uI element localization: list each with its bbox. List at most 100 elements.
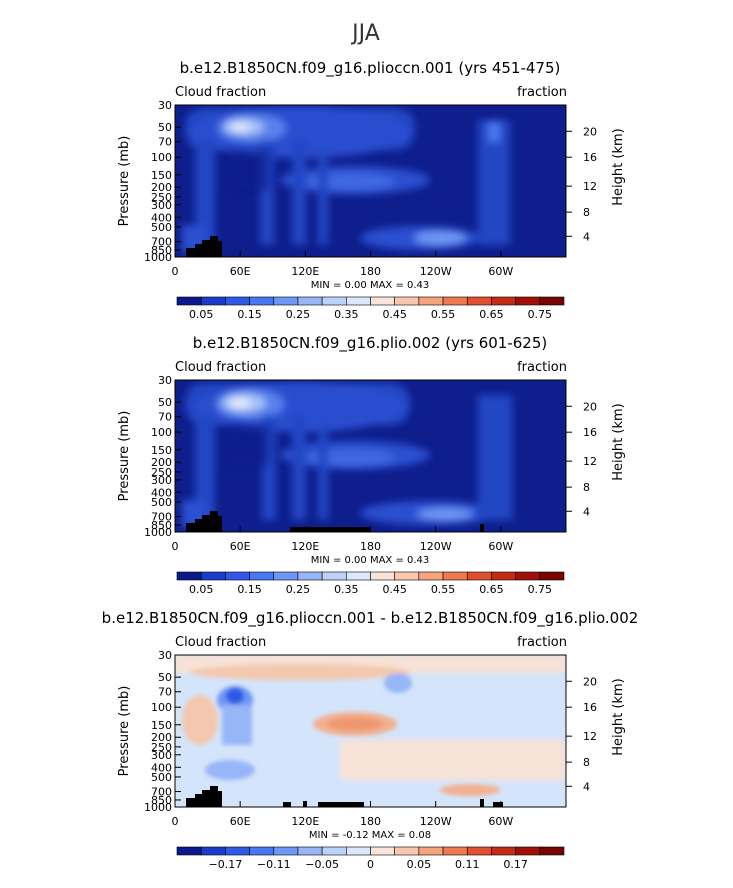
colorbar-swatch: [346, 296, 371, 306]
x-tick-label: 0: [172, 540, 179, 553]
pressure-tick-label: 100: [151, 151, 172, 164]
x-tick-label: 0: [172, 265, 179, 278]
colorbar-swatch: [418, 571, 444, 581]
colorbar-swatch: [273, 846, 299, 856]
colorbar-swatch: [418, 846, 444, 856]
colorbar-swatch: [466, 296, 492, 306]
pressure-tick-label: 250: [151, 741, 172, 754]
pressure-tick-label: 700: [151, 786, 172, 799]
panel-2-minmax: MIN = 0.00 MAX = 0.43: [311, 555, 430, 566]
colorbar-label: 0.17: [503, 858, 528, 871]
colorbar-swatch: [539, 846, 565, 856]
height-tick-label: 12: [583, 730, 597, 743]
x-tick-label: 60W: [488, 540, 513, 553]
panel-2-field: [175, 380, 566, 532]
x-tick-label: 120E: [291, 815, 319, 828]
panel-1-field: [175, 105, 566, 257]
pressure-tick-label: 150: [151, 169, 172, 182]
pressure-tick-label: 100: [151, 426, 172, 439]
panel-2-title: b.e12.B1850CN.f09_g16.plio.002 (yrs 601-…: [193, 334, 548, 353]
x-tick-label: 60E: [230, 265, 251, 278]
height-tick-label: 4: [583, 505, 590, 518]
colorbar-swatch: [321, 846, 347, 856]
colorbar-swatch: [249, 296, 275, 306]
colorbar-label: 0.25: [286, 583, 311, 596]
pressure-tick-label: 700: [151, 236, 172, 249]
pressure-tick-label: 700: [151, 511, 172, 524]
panel-1: b.e12.B1850CN.f09_g16.plioccn.001 (yrs 4…: [117, 59, 626, 321]
colorbar-swatch: [491, 846, 516, 856]
pressure-tick-label: 850: [151, 244, 172, 257]
pressure-tick-label: 70: [158, 686, 172, 699]
pressure-tick-label: 30: [158, 649, 172, 662]
panel-3-ylabel-right: Height (km): [611, 678, 626, 755]
height-tick-label: 8: [583, 481, 590, 494]
panel-2-ylabel-right: Height (km): [611, 403, 626, 480]
colorbar-swatch: [346, 846, 371, 856]
colorbar-label: 0: [367, 858, 374, 871]
colorbar-swatch: [515, 296, 541, 306]
height-tick-label: 16: [583, 426, 597, 439]
colorbar-label: 0.05: [407, 858, 432, 871]
colorbar-swatch: [394, 571, 420, 581]
colorbar-label: 0.35: [334, 308, 359, 321]
panel-2-right-label: fraction: [517, 360, 567, 375]
pressure-tick-label: 150: [151, 444, 172, 457]
pressure-tick-label: 250: [151, 191, 172, 204]
panel-3-right-label: fraction: [517, 635, 567, 650]
height-tick-label: 20: [583, 125, 597, 138]
panel-2: b.e12.B1850CN.f09_g16.plio.002 (yrs 601-…: [117, 334, 626, 596]
colorbar-swatch: [297, 846, 323, 856]
height-tick-label: 16: [583, 701, 597, 714]
colorbar-swatch: [370, 571, 395, 581]
pressure-tick-label: 100: [151, 701, 172, 714]
colorbar-swatch: [225, 296, 250, 306]
colorbar-label: 0.25: [286, 308, 311, 321]
colorbar-swatch: [370, 846, 395, 856]
page-title: JJA: [350, 21, 380, 46]
panel-3-field: [175, 655, 566, 807]
pressure-tick-label: 1000: [144, 251, 172, 264]
colorbar-label: 0.05: [189, 308, 214, 321]
colorbar-swatch: [225, 571, 250, 581]
pressure-tick-label: 200: [151, 731, 172, 744]
pressure-tick-label: 250: [151, 466, 172, 479]
colorbar-swatch: [466, 846, 492, 856]
colorbar-swatch: [176, 846, 202, 856]
colorbar-label: 0.35: [334, 583, 359, 596]
colorbar-label: 0.55: [431, 308, 456, 321]
colorbar-label: 0.05: [189, 583, 214, 596]
colorbar-label: 0.75: [528, 583, 553, 596]
colorbar-swatch: [515, 571, 541, 581]
x-tick-label: 60E: [230, 540, 251, 553]
colorbar-label: 0.55: [431, 583, 456, 596]
panel-3-minmax: MIN = -0.12 MAX = 0.08: [309, 830, 431, 841]
panel-3-ylabel: Pressure (mb): [117, 686, 132, 777]
pressure-tick-label: 500: [151, 771, 172, 784]
height-tick-label: 4: [583, 780, 590, 793]
colorbar-label: 0.65: [479, 308, 504, 321]
panel-2-left-label: Cloud fraction: [175, 360, 266, 375]
panel-1-right-label: fraction: [517, 85, 567, 100]
colorbar-label: −0.11: [257, 858, 291, 871]
pressure-tick-label: 1000: [144, 526, 172, 539]
colorbar-swatch: [225, 846, 250, 856]
x-tick-label: 120W: [420, 265, 452, 278]
height-tick-label: 12: [583, 455, 597, 468]
pressure-tick-label: 70: [158, 136, 172, 149]
x-tick-label: 120W: [420, 815, 452, 828]
colorbar-label: 0.65: [479, 583, 504, 596]
panel-1-ylabel-right: Height (km): [611, 128, 626, 205]
colorbar-swatch: [297, 296, 323, 306]
x-tick-label: 180: [360, 815, 381, 828]
colorbar-label: 0.15: [237, 583, 262, 596]
height-tick-label: 12: [583, 180, 597, 193]
colorbar-swatch: [200, 571, 226, 581]
x-tick-label: 120W: [420, 540, 452, 553]
pressure-tick-label: 50: [158, 671, 172, 684]
colorbar-swatch: [273, 296, 299, 306]
colorbar-label: −0.17: [209, 858, 243, 871]
pressure-tick-label: 500: [151, 221, 172, 234]
